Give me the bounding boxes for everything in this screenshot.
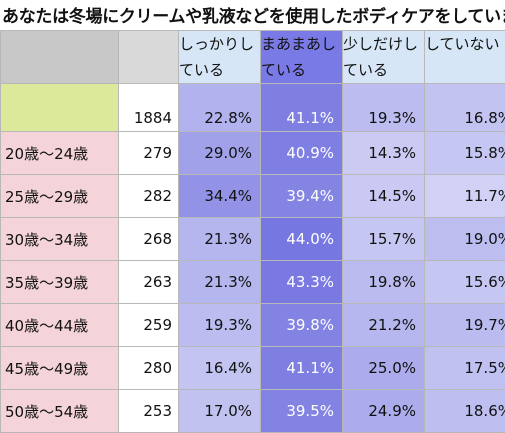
row-label: 25歳～29歳 — [1, 175, 119, 218]
percent-cell-2: 24.9% — [343, 390, 425, 433]
percent-cell-0: 22.8% — [179, 84, 261, 132]
percent-cell-1: 39.5% — [261, 390, 343, 433]
row-label: 20歳～24歳 — [1, 132, 119, 175]
header-blank-count — [119, 31, 179, 84]
percent-cell-1: 41.1% — [261, 84, 343, 132]
respondent-count: 263 — [119, 261, 179, 304]
percent-cell-1: 39.8% — [261, 304, 343, 347]
column-header-1-line1: まあまあし — [261, 31, 342, 57]
percent-cell-0: 17.0% — [179, 390, 261, 433]
respondent-count: 280 — [119, 347, 179, 390]
column-header-1: まあまあしている — [261, 31, 343, 84]
row-label: 40歳～44歳 — [1, 304, 119, 347]
percent-cell-3: 16.8% — [425, 84, 505, 132]
column-header-0: しっかりしている — [179, 31, 261, 84]
percent-cell-1: 41.1% — [261, 347, 343, 390]
percent-cell-1: 40.9% — [261, 132, 343, 175]
row-label: 50歳～54歳 — [1, 390, 119, 433]
row-label — [1, 84, 119, 132]
percent-cell-3: 15.8% — [425, 132, 505, 175]
percent-cell-2: 15.7% — [343, 218, 425, 261]
percent-cell-2: 25.0% — [343, 347, 425, 390]
column-header-2-line1: 少しだけし — [343, 31, 424, 57]
row-label: 35歳～39歳 — [1, 261, 119, 304]
column-header-0-line2: ている — [179, 57, 260, 83]
percent-cell-0: 16.4% — [179, 347, 261, 390]
percent-cell-0: 19.3% — [179, 304, 261, 347]
percent-cell-1: 39.4% — [261, 175, 343, 218]
respondent-count: 1884 — [119, 84, 179, 132]
percent-cell-2: 19.3% — [343, 84, 425, 132]
percent-cell-2: 14.5% — [343, 175, 425, 218]
percent-cell-1: 43.3% — [261, 261, 343, 304]
percent-cell-3: 18.6% — [425, 390, 505, 433]
respondent-count: 282 — [119, 175, 179, 218]
column-header-2: 少しだけしている — [343, 31, 425, 84]
percent-cell-3: 17.5% — [425, 347, 505, 390]
percent-cell-3: 15.6% — [425, 261, 505, 304]
percent-cell-3: 19.0% — [425, 218, 505, 261]
percent-cell-2: 19.8% — [343, 261, 425, 304]
percent-cell-0: 29.0% — [179, 132, 261, 175]
respondent-count: 268 — [119, 218, 179, 261]
respondent-count: 253 — [119, 390, 179, 433]
percent-cell-3: 11.7% — [425, 175, 505, 218]
percent-cell-2: 21.2% — [343, 304, 425, 347]
percent-cell-0: 34.4% — [179, 175, 261, 218]
column-header-2-line2: ている — [343, 57, 424, 83]
respondent-count: 279 — [119, 132, 179, 175]
table-title: あなたは冬場にクリームや乳液などを使用したボディケアをしていますか — [2, 4, 505, 30]
percent-cell-1: 44.0% — [261, 218, 343, 261]
header-blank-label — [1, 31, 119, 84]
respondent-count: 259 — [119, 304, 179, 347]
column-header-1-line2: ている — [261, 57, 342, 83]
percent-cell-2: 14.3% — [343, 132, 425, 175]
row-label: 45歳～49歳 — [1, 347, 119, 390]
percent-cell-3: 19.7% — [425, 304, 505, 347]
row-label: 30歳～34歳 — [1, 218, 119, 261]
column-header-0-line1: しっかりし — [179, 31, 260, 57]
percent-cell-0: 21.3% — [179, 218, 261, 261]
header-row: しっかりしている まあまあしている 少しだけしている していない — [1, 31, 505, 84]
column-header-3: していない — [425, 31, 505, 84]
column-header-3-line1: していない — [425, 31, 505, 57]
percent-cell-0: 21.3% — [179, 261, 261, 304]
